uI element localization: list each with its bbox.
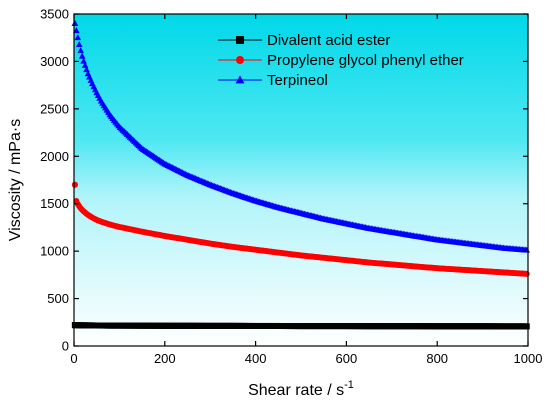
data-point [71,322,78,329]
y-tick-label: 1000 [40,244,69,259]
data-point [523,323,530,330]
y-tick-label: 2500 [40,101,69,116]
legend: Divalent acid ester Propylene glycol phen… [218,32,464,89]
series-square [71,322,530,330]
data-point [81,61,89,68]
data-point [523,270,530,277]
legend-marker [236,36,244,44]
y-tick-label: 3500 [40,7,69,22]
axis-ticks: 0 200 400 600 800 1000 0 500 1000 1500 2000 2500 300… [40,7,542,367]
data-point [71,20,79,27]
data-point [75,40,83,47]
legend-label: Divalent acid ester [267,32,390,49]
series-triangle [71,20,531,253]
x-tick-label: 600 [336,351,358,366]
y-tick-label: 2000 [40,149,69,164]
x-tick-label: 200 [154,351,176,366]
x-tick-label: 1000 [514,351,543,366]
data-point [71,181,78,188]
data-point [80,57,87,64]
legend-label: Propylene glycol phenyl ether [267,52,464,69]
x-axis-title: Shear rate / s-1 [248,379,354,399]
data-point [74,34,82,41]
x-tick-label: 800 [426,351,448,366]
data-marks [71,20,531,330]
plot-frame [73,13,529,347]
data-point [77,47,85,54]
plot-background [74,14,528,346]
data-point [78,52,86,59]
series-circle [71,181,530,277]
x-axis-title-superscript: -1 [344,379,354,391]
x-tick-label: 0 [70,351,77,366]
y-axis-title: Viscosity / mPa·s [7,119,24,241]
x-tick-label: 400 [245,351,267,366]
y-tick-label: 3000 [40,54,69,69]
legend-marker [235,75,245,84]
y-tick-label: 0 [62,339,69,354]
y-tick-label: 1500 [40,196,69,211]
y-tick-label: 500 [47,291,69,306]
legend-label: Terpineol [267,72,328,89]
data-point [73,27,80,34]
legend-marker [236,56,244,64]
